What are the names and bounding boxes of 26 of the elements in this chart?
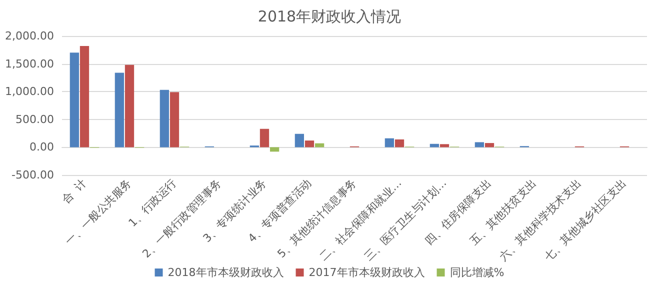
bar (474, 142, 484, 148)
y-tick-label: 500.00 (16, 112, 54, 126)
bar (80, 46, 90, 148)
bar (394, 139, 404, 148)
bar (484, 143, 494, 148)
y-tick-label: 2,000.00 (5, 30, 54, 42)
bar (294, 134, 304, 148)
bar (384, 138, 394, 148)
legend-label: 2017年市本级财政收入 (308, 266, 425, 279)
chart-title: 2018年财政收入情况 (258, 8, 402, 26)
legend-label: 2018年市本级财政收入 (168, 266, 284, 279)
y-tick-label: 1,500.00 (5, 57, 54, 70)
legend-label: 同比增减% (450, 266, 504, 279)
bar (114, 72, 124, 148)
bar (260, 128, 270, 148)
bar (124, 64, 134, 148)
bar (304, 140, 314, 148)
bar (270, 147, 280, 152)
y-tick-label: 1,000.00 (5, 85, 54, 98)
bar (70, 52, 80, 148)
bar (170, 92, 180, 148)
y-tick-label: -500.00 (12, 168, 54, 182)
bar (440, 144, 450, 148)
x-tick-label: 合 计 (59, 176, 90, 206)
y-tick-label: 0.00 (30, 140, 54, 154)
bar (160, 90, 170, 148)
